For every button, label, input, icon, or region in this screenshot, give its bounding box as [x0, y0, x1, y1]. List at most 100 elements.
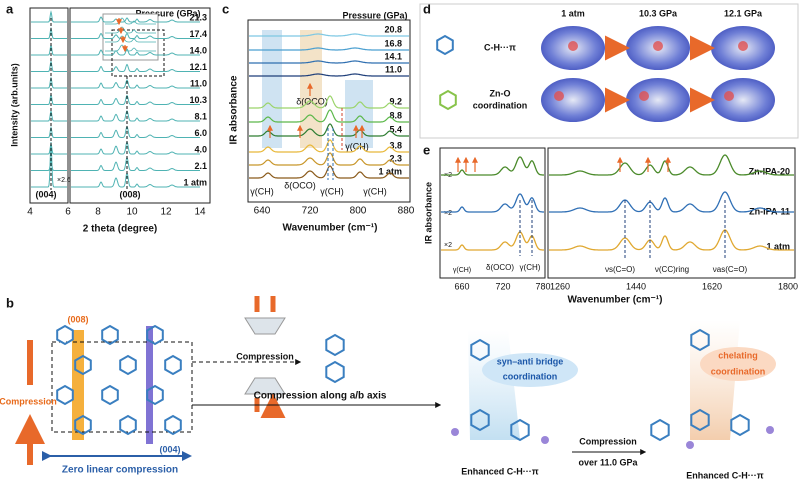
- trace: [31, 142, 67, 155]
- annotation: ×2.6: [57, 177, 71, 184]
- trace: [441, 156, 544, 176]
- atom: [541, 436, 549, 444]
- molecule: [325, 360, 345, 384]
- trace: [249, 123, 409, 137]
- pressure-label: 20.8: [384, 24, 402, 34]
- zoom-box: [111, 29, 165, 77]
- pressure-label: 3.8: [389, 140, 402, 150]
- trace: [249, 109, 409, 123]
- label: Compression: [579, 436, 637, 446]
- label: Compression along a/b axis: [254, 391, 387, 402]
- trace: [441, 193, 544, 213]
- highlight: [700, 347, 776, 381]
- trace: [71, 171, 200, 188]
- x-tick-label: 720: [302, 206, 319, 217]
- trace: [249, 139, 409, 153]
- trace: [71, 156, 200, 171]
- molecule: [510, 418, 530, 442]
- x-tick-label: 1800: [778, 281, 798, 291]
- axis-frame: [247, 19, 411, 203]
- x-label: Wavenumber (cm⁻¹): [283, 223, 378, 234]
- hotspot: [568, 41, 578, 51]
- trace: [71, 48, 200, 56]
- molecule: [101, 384, 119, 406]
- molecule: [439, 89, 457, 111]
- trace: [249, 47, 409, 51]
- trace: [249, 73, 409, 77]
- molecule: [164, 354, 182, 376]
- atom: [766, 426, 774, 434]
- panel-label: b: [6, 295, 14, 310]
- row-label: coordination: [473, 100, 528, 110]
- row-label: C-H···π: [484, 42, 516, 52]
- scale-label: ×2: [444, 242, 452, 249]
- trace: [105, 26, 156, 34]
- trace: [31, 158, 67, 171]
- legend-title: Pressure (GPa): [135, 8, 200, 18]
- trace: [105, 35, 156, 43]
- label: Compression: [0, 396, 57, 406]
- legend-title: Pressure (GPa): [342, 10, 407, 20]
- y-label: IR absorbance: [423, 182, 433, 244]
- trace: [31, 92, 67, 105]
- annotation: νs(C=O): [605, 265, 635, 274]
- molecule: [470, 408, 490, 432]
- axis-frame: [547, 147, 796, 279]
- column-header: 1 atm: [561, 8, 585, 18]
- highlight: [482, 353, 578, 387]
- pressure-label: 14.0: [189, 45, 207, 55]
- hotspot: [653, 41, 663, 51]
- trace: [549, 154, 794, 176]
- trace: [31, 59, 67, 72]
- pressure-label: 9.2: [389, 96, 402, 106]
- x-tick-label: 1440: [626, 281, 646, 291]
- molecule: [56, 324, 74, 346]
- pressure-label: 11.0: [190, 78, 207, 88]
- pressure-label: 1 atm: [378, 166, 402, 176]
- annotation: γ(CH): [520, 263, 541, 272]
- hotspot: [738, 41, 748, 51]
- series-label: Zn-IPA-20: [749, 166, 790, 176]
- molecule: [690, 408, 710, 432]
- label: over 11.0 GPa: [578, 457, 638, 467]
- inset: [102, 13, 159, 61]
- column-header: 12.1 GPa: [724, 8, 763, 18]
- molecule: [325, 333, 345, 357]
- trace: [71, 63, 200, 72]
- annotation: γ(CH): [345, 141, 369, 151]
- molecule: [164, 414, 182, 436]
- annotation: ν(CC)ring: [655, 265, 689, 274]
- pressure-label: 12.1: [189, 62, 207, 72]
- atom: [451, 428, 459, 436]
- pressure-label: 8.8: [389, 110, 402, 120]
- highlight: [262, 30, 282, 148]
- pressure-label: 14.1: [384, 51, 402, 61]
- molecule: [650, 418, 670, 442]
- series-label: 1 atm: [766, 241, 790, 251]
- trace: [31, 26, 67, 39]
- x-tick-label: 880: [398, 206, 415, 217]
- x-tick-label: 12: [160, 207, 172, 218]
- trace: [31, 76, 67, 89]
- surface: [711, 78, 775, 122]
- trace: [249, 95, 409, 109]
- surface: [541, 78, 605, 122]
- trace: [71, 32, 200, 39]
- panel-label: c: [222, 1, 229, 16]
- panel-label: a: [6, 1, 14, 16]
- molecule: [146, 324, 164, 346]
- pressure-label: 21.3: [189, 12, 207, 22]
- molecule: [74, 414, 92, 436]
- annotation: (008): [119, 189, 140, 199]
- annotation: δ(OCO): [486, 263, 514, 272]
- molecule: [690, 328, 710, 352]
- annotation: νas(C=O): [713, 265, 748, 274]
- anvil: [244, 317, 286, 335]
- pressure-label: 10.3: [189, 95, 207, 105]
- hotspot: [639, 91, 649, 101]
- axis-frame: [439, 147, 546, 279]
- hotspot: [724, 91, 734, 101]
- molecule: [436, 34, 454, 56]
- trace: [31, 10, 67, 23]
- pressure-label: 17.4: [189, 29, 207, 39]
